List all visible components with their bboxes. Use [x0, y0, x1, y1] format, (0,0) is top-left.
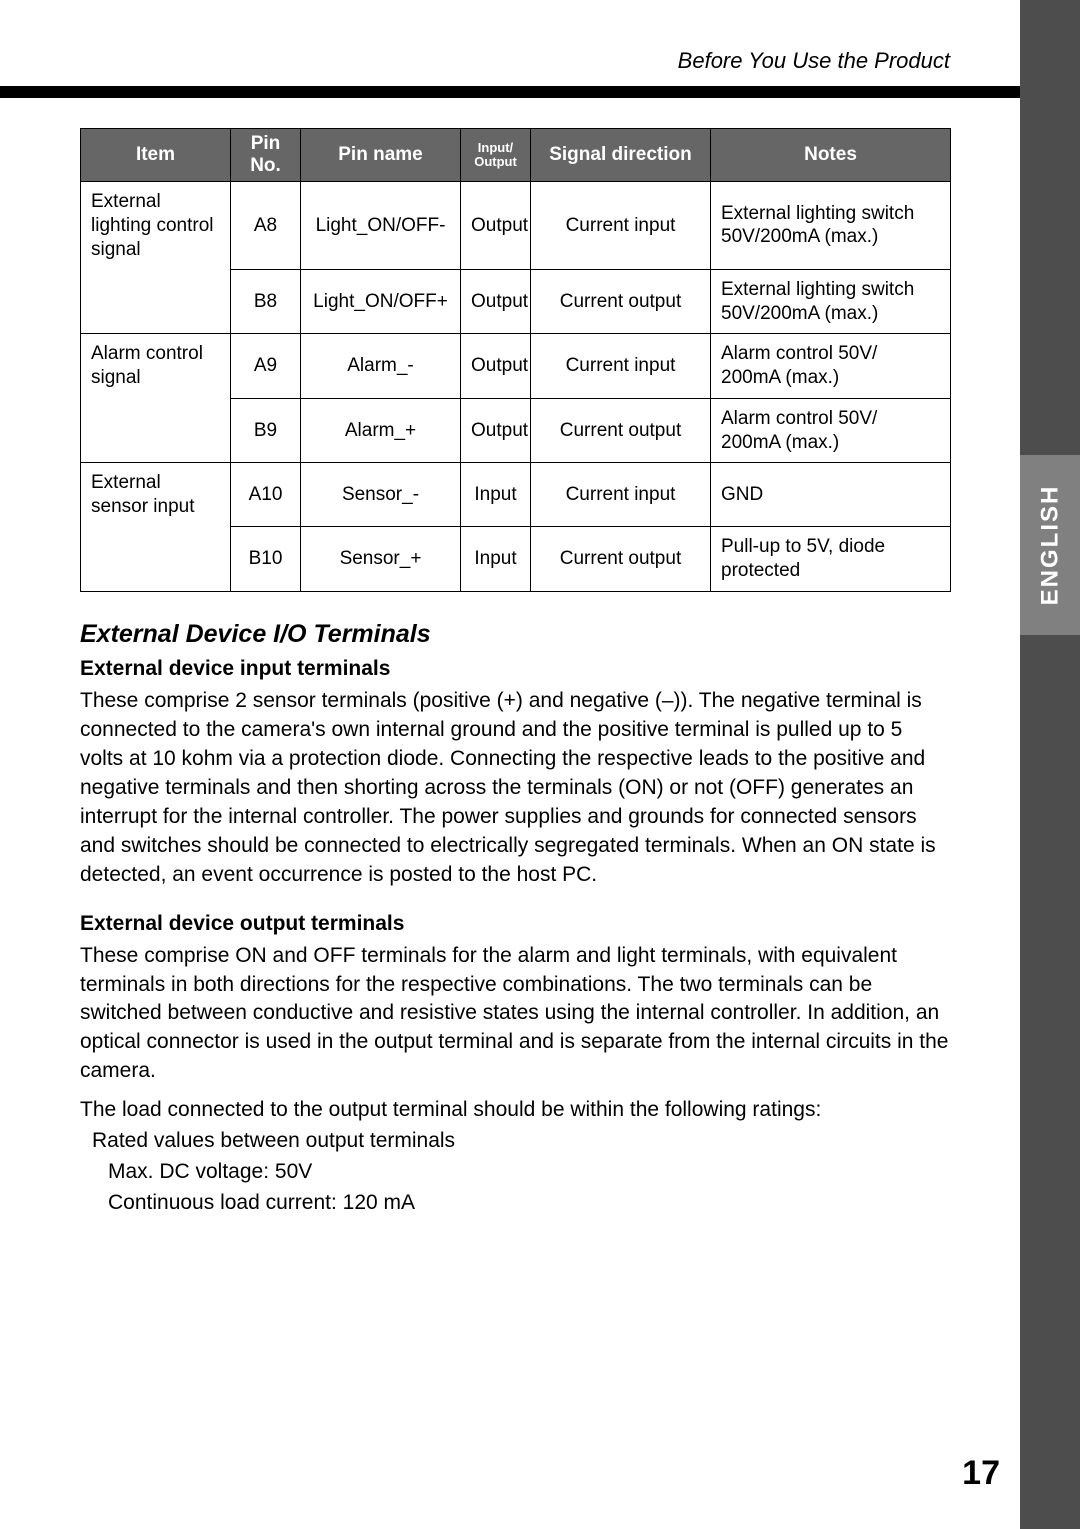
table-header-row: Item Pin No. Pin name Input/ Output Sign… — [81, 129, 951, 182]
cell-dir: Current output — [531, 527, 711, 592]
cell-notes: Alarm control 50V/ 200mA (max.) — [711, 334, 951, 399]
cell-pinname: Sensor_- — [301, 463, 461, 527]
cell-io: Input — [461, 463, 531, 527]
cell-notes: External lighting switch 50V/200mA (max.… — [711, 269, 951, 334]
cell-notes: Alarm control 50V/ 200mA (max.) — [711, 398, 951, 463]
input-terminals-title: External device input terminals — [80, 657, 950, 681]
output-terminals-title: External device output terminals — [80, 912, 950, 936]
cell-dir: Current input — [531, 334, 711, 399]
content-area: Item Pin No. Pin name Input/ Output Sign… — [80, 128, 950, 1228]
cell-notes: External lighting switch 50V/200mA (max.… — [711, 182, 951, 270]
header-rule — [0, 86, 1020, 98]
cell-pinname: Alarm_- — [301, 334, 461, 399]
page: ENGLISH Before You Use the Product Item … — [0, 0, 1080, 1529]
page-number: 17 — [962, 1454, 1000, 1493]
max-dc-line: Max. DC voltage: 50V — [80, 1158, 950, 1187]
cell-pinno: A8 — [231, 182, 301, 270]
cell-io: Input — [461, 527, 531, 592]
pin-table: Item Pin No. Pin name Input/ Output Sign… — [80, 128, 951, 592]
cell-item: External sensor input — [81, 463, 231, 527]
cell-pinno: A10 — [231, 463, 301, 527]
col-item: Item — [81, 129, 231, 182]
cell-pinname: Alarm_+ — [301, 398, 461, 463]
rated-values-line: Rated values between output terminals — [80, 1127, 950, 1156]
cell-item: Alarm control signal — [81, 334, 231, 399]
col-pinname: Pin name — [301, 129, 461, 182]
cell-notes: GND — [711, 463, 951, 527]
cell-dir: Current output — [531, 269, 711, 334]
table-row: External sensor input A10 Sensor_- Input… — [81, 463, 951, 527]
language-tab: ENGLISH — [1020, 455, 1080, 635]
language-label: ENGLISH — [1036, 485, 1064, 606]
table-row: B10 Sensor_+ Input Current output Pull-u… — [81, 527, 951, 592]
cell-dir: Current input — [531, 182, 711, 270]
cell-pinname: Light_ON/OFF+ — [301, 269, 461, 334]
cell-pinno: A9 — [231, 334, 301, 399]
cell-item-empty — [81, 269, 231, 334]
cell-io: Output — [461, 398, 531, 463]
cell-dir: Current output — [531, 398, 711, 463]
header-section-text: Before You Use the Product — [80, 48, 950, 74]
cell-item-empty — [81, 398, 231, 463]
table-row: B9 Alarm_+ Output Current output Alarm c… — [81, 398, 951, 463]
cell-io: Output — [461, 269, 531, 334]
cell-pinno: B10 — [231, 527, 301, 592]
cell-pinname: Sensor_+ — [301, 527, 461, 592]
cell-pinname: Light_ON/OFF- — [301, 182, 461, 270]
cell-io: Output — [461, 334, 531, 399]
col-pinno: Pin No. — [231, 129, 301, 182]
table-row: Alarm control signal A9 Alarm_- Output C… — [81, 334, 951, 399]
right-sidebar — [1020, 0, 1080, 1529]
table-row: External lighting control signal A8 Ligh… — [81, 182, 951, 270]
cell-io: Output — [461, 182, 531, 270]
cell-pinno: B9 — [231, 398, 301, 463]
col-notes: Notes — [711, 129, 951, 182]
table-row: B8 Light_ON/OFF+ Output Current output E… — [81, 269, 951, 334]
output-terminals-para2: The load connected to the output termina… — [80, 1096, 950, 1125]
cell-pinno: B8 — [231, 269, 301, 334]
cell-item-empty — [81, 527, 231, 592]
col-io: Input/ Output — [461, 129, 531, 182]
col-dir: Signal direction — [531, 129, 711, 182]
section-title: External Device I/O Terminals — [80, 620, 950, 649]
input-terminals-para: These comprise 2 sensor terminals (posit… — [80, 687, 950, 890]
cell-item: External lighting control signal — [81, 182, 231, 270]
cell-dir: Current input — [531, 463, 711, 527]
output-terminals-para1: These comprise ON and OFF terminals for … — [80, 942, 950, 1087]
continuous-load-line: Continuous load current: 120 mA — [80, 1189, 950, 1218]
cell-notes: Pull-up to 5V, diode protected — [711, 527, 951, 592]
